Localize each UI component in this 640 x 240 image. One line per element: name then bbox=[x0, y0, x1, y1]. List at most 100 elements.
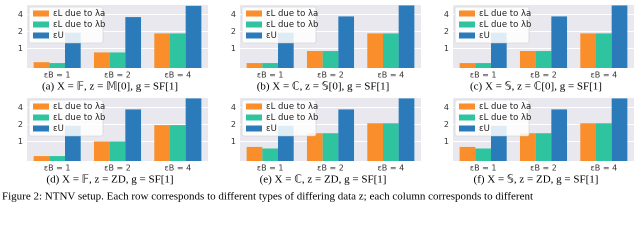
subplot-caption: (b) X = ℂ, z = 𝕊[0], g = SF[1] bbox=[257, 81, 390, 93]
x-tick-label: εB = 4 bbox=[164, 164, 191, 173]
legend-label: εL due to λa bbox=[53, 102, 105, 112]
bar bbox=[306, 51, 323, 68]
legend-swatch bbox=[33, 21, 49, 28]
legend-label: εU bbox=[53, 31, 64, 41]
legend-label: εL due to λb bbox=[266, 20, 318, 30]
bar bbox=[475, 63, 492, 68]
bar bbox=[306, 133, 323, 161]
bar bbox=[580, 123, 596, 161]
subplot-caption: (c) X = 𝕊, z = ℂ[0], g = SF[1] bbox=[470, 81, 602, 93]
bar bbox=[338, 109, 355, 161]
legend-label: εU bbox=[53, 124, 64, 134]
x-tick-label: εB = 1 bbox=[470, 164, 497, 173]
legend-label: εL due to λb bbox=[479, 20, 531, 30]
y-tick-label: 2 bbox=[231, 27, 236, 36]
legend-swatch bbox=[459, 32, 475, 39]
bar bbox=[185, 98, 202, 161]
x-tick-label: εB = 1 bbox=[257, 164, 284, 173]
legend-label: εL due to λb bbox=[53, 113, 105, 123]
x-tick-label: εB = 1 bbox=[470, 71, 497, 80]
bar bbox=[125, 109, 142, 161]
legend-swatch bbox=[246, 10, 262, 17]
bar bbox=[580, 33, 596, 68]
legend-swatch bbox=[33, 125, 49, 132]
legend-label: εL due to λa bbox=[266, 102, 318, 112]
y-tick-label: 1 bbox=[18, 137, 23, 146]
x-tick-label: εB = 2 bbox=[104, 71, 131, 80]
y-tick-label: 4 bbox=[444, 10, 449, 19]
bar bbox=[595, 33, 612, 68]
legend-label: εL due to λa bbox=[53, 9, 105, 19]
legend-swatch bbox=[246, 125, 262, 132]
y-tick-label: 1 bbox=[231, 44, 236, 53]
legend-swatch bbox=[246, 103, 262, 110]
x-tick-label: εB = 2 bbox=[317, 71, 344, 80]
bar bbox=[459, 146, 476, 161]
x-tick-label: εB = 2 bbox=[530, 164, 557, 173]
bar bbox=[322, 133, 339, 161]
x-tick-label: εB = 4 bbox=[377, 164, 404, 173]
x-tick-label: εB = 4 bbox=[590, 164, 617, 173]
bar bbox=[611, 5, 628, 68]
bar bbox=[611, 98, 628, 161]
y-tick-label: 4 bbox=[18, 10, 23, 19]
figure-caption: Figure 2: NTNV setup. Each row correspon… bbox=[2, 191, 533, 203]
bar bbox=[33, 156, 50, 161]
legend-swatch bbox=[459, 21, 475, 28]
figure: Figure 2: NTNV setup. Each row correspon… bbox=[2, 5, 634, 203]
y-tick-label: 4 bbox=[444, 103, 449, 112]
y-tick-label: 4 bbox=[231, 103, 236, 112]
legend-label: εL due to λb bbox=[53, 20, 105, 30]
bar bbox=[93, 141, 110, 161]
legend-swatch bbox=[459, 103, 475, 110]
x-tick-label: εB = 2 bbox=[317, 164, 344, 173]
bar bbox=[519, 133, 536, 161]
y-tick-label: 1 bbox=[444, 137, 449, 146]
x-tick-label: εB = 1 bbox=[44, 71, 71, 80]
y-tick-label: 2 bbox=[18, 120, 23, 129]
subplot-caption: (d) X = 𝔽, z = ZD, g = SF[1] bbox=[46, 174, 173, 186]
legend-label: εU bbox=[266, 31, 277, 41]
bar bbox=[93, 52, 110, 68]
subplot-caption: (a) X = 𝔽, z = 𝕄[0], g = SF[1] bbox=[42, 81, 178, 93]
legend-swatch bbox=[33, 10, 49, 17]
bar bbox=[246, 146, 263, 161]
legend-swatch bbox=[459, 114, 475, 121]
x-tick-label: εB = 4 bbox=[377, 71, 404, 80]
y-tick-label: 1 bbox=[231, 137, 236, 146]
subplot-caption: (f) X = 𝕊, z = ZD, g = SF[1] bbox=[474, 174, 599, 186]
bar bbox=[367, 123, 383, 161]
bar bbox=[475, 148, 492, 161]
x-tick-label: εB = 2 bbox=[530, 71, 557, 80]
y-tick-label: 1 bbox=[444, 44, 449, 53]
y-tick-label: 4 bbox=[18, 103, 23, 112]
x-tick-label: εB = 1 bbox=[44, 164, 71, 173]
bar bbox=[109, 52, 126, 68]
legend-swatch bbox=[33, 114, 49, 121]
x-tick-label: εB = 1 bbox=[257, 71, 284, 80]
bar bbox=[367, 33, 383, 68]
bar bbox=[551, 16, 568, 68]
legend-label: εU bbox=[266, 124, 277, 134]
bar bbox=[125, 17, 142, 68]
legend-swatch bbox=[33, 103, 49, 110]
bar bbox=[338, 16, 355, 68]
legend-label: εL due to λa bbox=[479, 102, 531, 112]
bar bbox=[49, 63, 66, 68]
bar bbox=[246, 63, 263, 68]
bar bbox=[49, 156, 66, 161]
legend-label: εL due to λb bbox=[266, 113, 318, 123]
x-tick-label: εB = 2 bbox=[104, 164, 131, 173]
legend-swatch bbox=[33, 32, 49, 39]
legend-swatch bbox=[459, 125, 475, 132]
y-tick-label: 2 bbox=[444, 27, 449, 36]
legend-label: εL due to λa bbox=[479, 9, 531, 19]
bar bbox=[595, 123, 612, 161]
subplot-caption: (e) X = ℂ, z = ZD, g = SF[1] bbox=[260, 174, 387, 186]
bar bbox=[551, 109, 568, 161]
y-tick-label: 1 bbox=[18, 44, 23, 53]
bar bbox=[398, 98, 415, 161]
bar bbox=[382, 123, 399, 161]
legend-swatch bbox=[246, 21, 262, 28]
bar bbox=[535, 133, 552, 161]
